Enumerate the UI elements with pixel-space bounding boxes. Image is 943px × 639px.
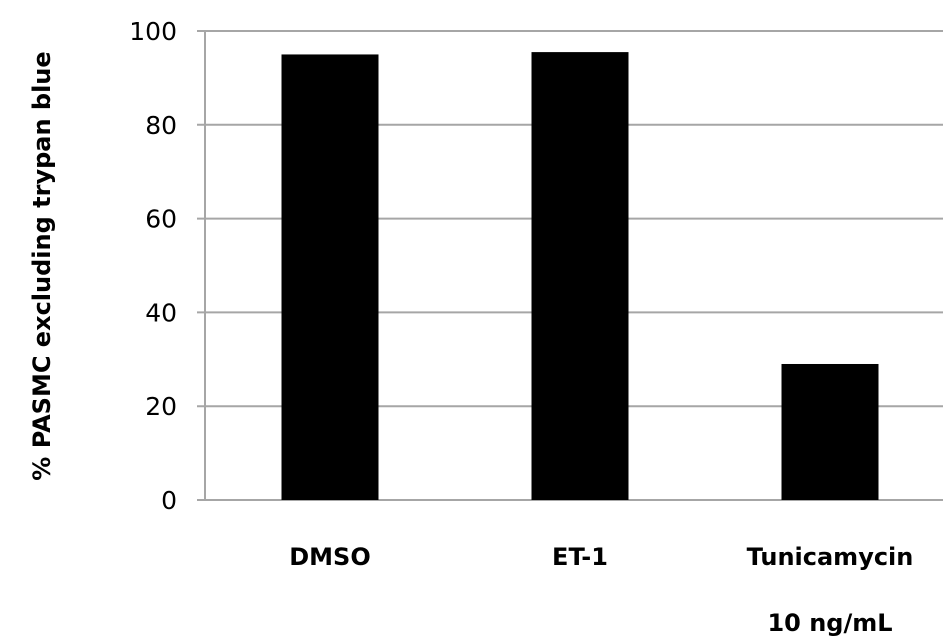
category-label-et-1: ET-1 — [552, 543, 608, 571]
y-tick-label-20: 20 — [145, 392, 177, 421]
y-tick-label-40: 40 — [145, 298, 177, 327]
y-axis-title: % PASMC excluding trypan blue — [28, 51, 56, 480]
bar-tunicamycin — [781, 363, 879, 500]
bar-et-1 — [531, 52, 629, 500]
category-sublabel-tunicamycin: 10 ng/mL — [767, 609, 892, 637]
y-tick-label-100: 100 — [129, 17, 177, 46]
category-label-dmso: DMSO — [289, 543, 371, 571]
category-label-tunicamycin: Tunicamycin — [747, 543, 914, 571]
y-tick-labels: 0 20 40 60 80 100 — [129, 17, 177, 515]
category-labels: DMSO ET-1 Tunicamycin 10 ng/mL — [289, 543, 913, 637]
bars — [281, 52, 879, 500]
y-tick-label-60: 60 — [145, 205, 177, 234]
y-tick-label-0: 0 — [161, 486, 177, 515]
y-tick-label-80: 80 — [145, 111, 177, 140]
bar-dmso — [281, 54, 379, 500]
